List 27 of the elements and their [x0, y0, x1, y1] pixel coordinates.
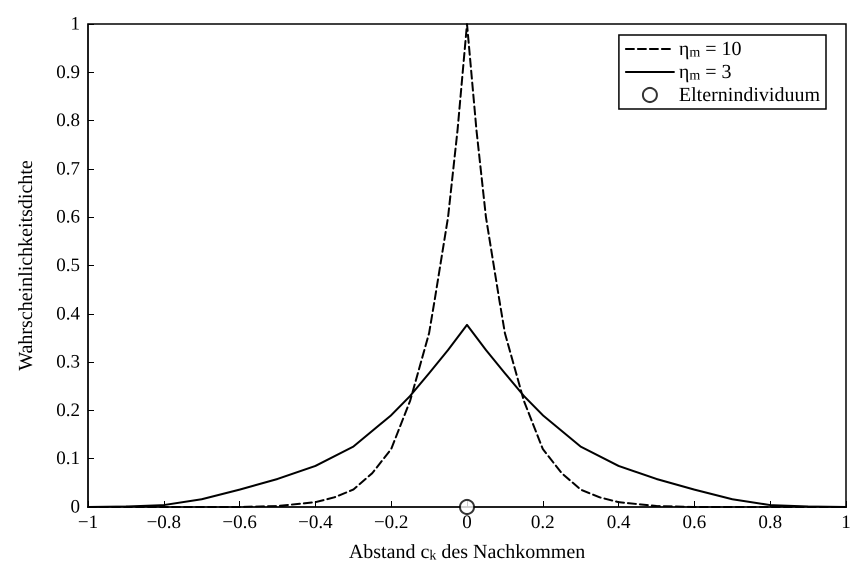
x-tick-label: 0.2 [530, 512, 555, 533]
y-tick-label: 0.2 [56, 400, 80, 421]
x-tick-label: −0.8 [146, 512, 182, 533]
legend-label: Elternindividuum [678, 84, 820, 106]
y-tick-label: 1 [70, 14, 80, 34]
x-axis-title: Abstand ck des Nachkommen [348, 541, 586, 564]
x-tick-label: 0.6 [682, 512, 706, 533]
y-tick-label: 0.1 [56, 448, 80, 470]
x-tick-label: −1 [78, 512, 98, 533]
legend-label: ηm = 10 [678, 38, 742, 60]
x-tick-label: −0.4 [298, 512, 334, 533]
x-tick-label: 1 [841, 512, 851, 533]
y-tick-label: 0.7 [56, 158, 80, 180]
y-tick-label: 0.5 [56, 255, 80, 276]
x-tick-label: −0.2 [374, 512, 408, 533]
x-tick-label: −0.6 [222, 512, 257, 533]
y-tick-label: 0.8 [56, 110, 80, 132]
y-tick-label: 0.6 [56, 206, 80, 228]
x-tick-label: 0 [462, 512, 472, 533]
y-tick-label: 0 [70, 496, 80, 518]
x-tick-label: 0.4 [606, 512, 631, 533]
y-tick-label: 0.4 [56, 303, 80, 324]
y-tick-label: 0.3 [56, 352, 80, 373]
y-tick-label: 0.9 [56, 62, 80, 83]
legend-label: ηm = 3 [678, 61, 732, 84]
x-tick-label: 0.8 [758, 512, 782, 533]
y-axis-title: Wahrscheinlichkeitsdichte [15, 160, 37, 371]
